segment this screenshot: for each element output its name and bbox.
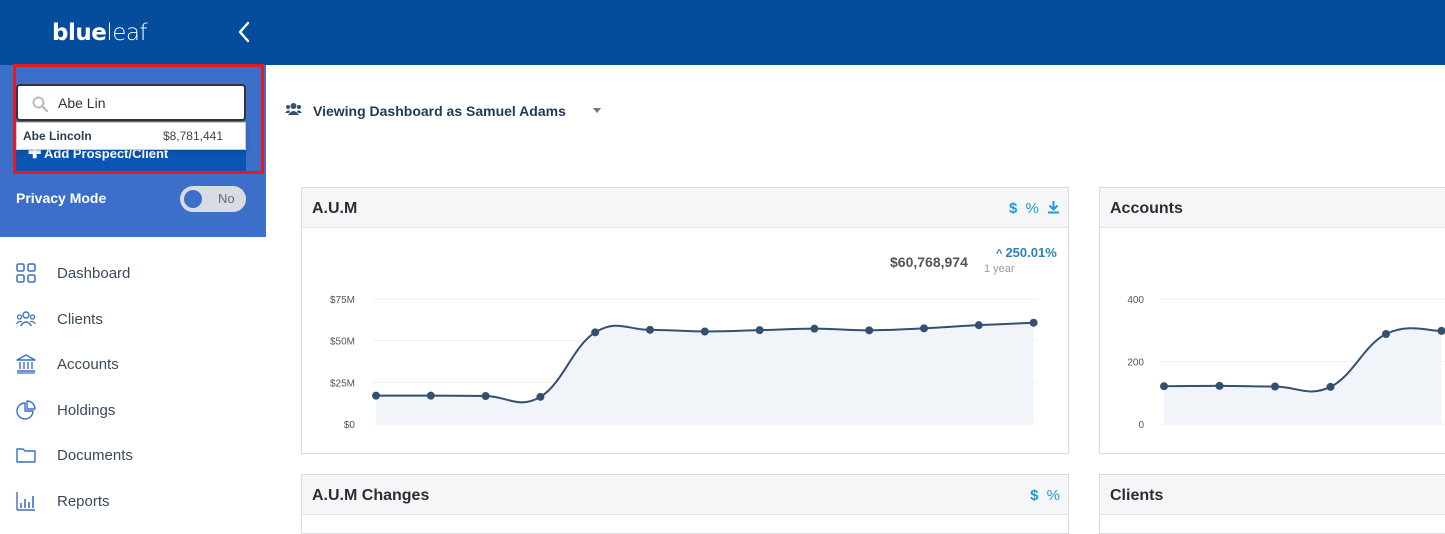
clients-card: Clients bbox=[1099, 474, 1445, 534]
accounts-card: Accounts 0 200 400 bbox=[1099, 187, 1445, 454]
viewing-as-label: Viewing Dashboard as Samuel Adams bbox=[313, 103, 566, 119]
aum-changes-card: A.U.M Changes $ % bbox=[301, 474, 1069, 534]
grid-icon bbox=[16, 263, 36, 283]
blueleaf-logo[interactable]: blueleaf bbox=[52, 20, 147, 46]
aum-line-chart: $0 $25M $50M $75M bbox=[302, 228, 1068, 453]
people-icon bbox=[16, 309, 36, 329]
sidebar-item-accounts[interactable]: Accounts bbox=[0, 341, 266, 387]
sidebar-item-label: Documents bbox=[57, 447, 133, 464]
data-point bbox=[591, 328, 599, 336]
sidebar-item-label: Accounts bbox=[57, 356, 119, 373]
y-tick-label: 400 bbox=[1127, 295, 1144, 306]
bank-icon bbox=[16, 354, 36, 374]
data-point bbox=[1216, 382, 1224, 390]
data-point bbox=[1327, 383, 1335, 391]
data-point bbox=[1030, 319, 1038, 327]
dollar-toggle[interactable]: $ bbox=[1030, 487, 1038, 504]
data-point bbox=[701, 328, 709, 336]
sidebar-item-label: Reports bbox=[57, 493, 110, 510]
y-tick-label: $75M bbox=[330, 295, 355, 306]
data-point bbox=[810, 325, 818, 333]
aum-card-title: A.U.M bbox=[312, 200, 357, 218]
folder-icon bbox=[16, 445, 36, 465]
toggle-knob bbox=[184, 190, 202, 208]
privacy-mode-toggle[interactable]: No bbox=[180, 186, 246, 212]
data-point bbox=[1160, 382, 1168, 390]
sidebar-item-documents[interactable]: Documents bbox=[0, 432, 266, 478]
accounts-line-chart: 0 200 400 bbox=[1100, 228, 1445, 453]
top-bar: blueleaf bbox=[0, 0, 1445, 65]
privacy-mode-label: Privacy Mode bbox=[16, 190, 106, 206]
sidebar-item-label: Clients bbox=[57, 311, 103, 328]
data-point bbox=[865, 326, 873, 334]
users-icon bbox=[285, 102, 302, 116]
y-tick-label: 0 bbox=[1138, 420, 1144, 431]
data-point bbox=[482, 392, 490, 400]
clients-card-title: Clients bbox=[1110, 487, 1163, 505]
aum-changes-card-title: A.U.M Changes bbox=[312, 487, 429, 505]
collapse-sidebar-button[interactable] bbox=[232, 18, 256, 46]
aum-card-header: A.U.M $ % bbox=[302, 188, 1068, 228]
bar-chart-icon bbox=[16, 491, 36, 511]
download-icon[interactable] bbox=[1047, 200, 1060, 217]
sidebar-item-holdings[interactable]: Holdings bbox=[0, 387, 266, 433]
chevron-left-icon bbox=[232, 18, 256, 46]
data-point bbox=[1271, 383, 1279, 391]
aum-card: A.U.M $ % $60,768,974 ^250.01% 1 year $0… bbox=[301, 187, 1069, 454]
y-tick-label: 200 bbox=[1127, 358, 1144, 369]
highlight-box bbox=[13, 64, 264, 174]
sidebar-item-label: Holdings bbox=[57, 402, 115, 419]
sidebar-item-label: Dashboard bbox=[57, 265, 130, 282]
y-tick-label: $0 bbox=[344, 420, 356, 431]
data-point bbox=[920, 324, 928, 332]
caret-down-icon bbox=[593, 108, 601, 113]
data-point bbox=[646, 326, 654, 334]
data-point bbox=[372, 392, 380, 400]
aum-changes-card-header: A.U.M Changes $ % bbox=[302, 475, 1068, 515]
y-tick-label: $50M bbox=[330, 337, 355, 348]
sidebar-nav: Dashboard Clients Accounts Holdings bbox=[0, 250, 266, 523]
percent-toggle[interactable]: % bbox=[1047, 487, 1060, 504]
data-point bbox=[975, 321, 983, 329]
sidebar-item-dashboard[interactable]: Dashboard bbox=[0, 250, 266, 296]
aum-changes-card-tools: $ % bbox=[1026, 487, 1060, 504]
data-point bbox=[427, 392, 435, 400]
sidebar-item-reports[interactable]: Reports bbox=[0, 478, 266, 524]
data-point bbox=[536, 393, 544, 401]
accounts-card-header: Accounts bbox=[1100, 188, 1445, 228]
clients-card-header: Clients bbox=[1100, 475, 1445, 515]
y-tick-label: $25M bbox=[330, 378, 355, 389]
accounts-card-title: Accounts bbox=[1110, 200, 1183, 218]
percent-toggle[interactable]: % bbox=[1025, 200, 1038, 217]
dollar-toggle[interactable]: $ bbox=[1009, 200, 1017, 217]
series-area bbox=[376, 323, 1034, 424]
series-area bbox=[1164, 328, 1442, 424]
data-point bbox=[1382, 330, 1390, 338]
data-point bbox=[756, 326, 764, 334]
aum-card-tools: $ % bbox=[1005, 200, 1060, 217]
toggle-state: No bbox=[218, 191, 235, 206]
pie-chart-icon bbox=[16, 400, 36, 420]
sidebar-item-clients[interactable]: Clients bbox=[0, 296, 266, 342]
